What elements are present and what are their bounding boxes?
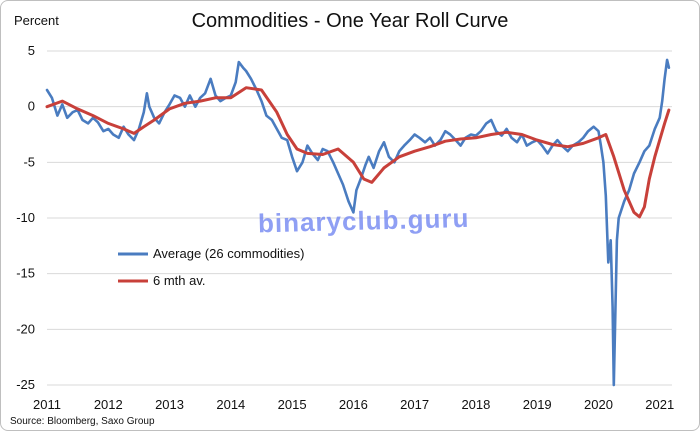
y-tick-labels: 5 0 -5 -10 -15 -20 -25 <box>16 43 35 392</box>
x-tick-label: 2016 <box>339 397 368 412</box>
x-tick-label: 2017 <box>400 397 429 412</box>
x-tick-label: 2019 <box>523 397 552 412</box>
series-lines <box>45 58 671 387</box>
legend: Average (26 commodities) 6 mth av. <box>118 246 305 288</box>
y-tick-label: 0 <box>28 99 35 114</box>
x-tick-label: 2011 <box>33 397 61 412</box>
y-tick-label: -10 <box>16 210 35 225</box>
gridlines <box>47 50 672 386</box>
x-tick-label: 2018 <box>461 397 490 412</box>
source-note: Source: Bloomberg, Saxo Group <box>10 416 155 427</box>
x-tick-label: 2014 <box>216 397 245 412</box>
chart-title: Commodities - One Year Roll Curve <box>192 10 509 32</box>
y-tick-label: -5 <box>23 154 35 169</box>
x-tick-label: 2013 <box>155 397 184 412</box>
y-tick-label: -20 <box>16 321 35 336</box>
legend-label-6mth: 6 mth av. <box>153 273 206 288</box>
x-tick-label: 2015 <box>278 397 307 412</box>
x-tick-labels: 2011 2012 2013 2014 2015 2016 2017 2018 2019 2020… <box>33 397 674 412</box>
x-tick-label: 2020 <box>584 397 613 412</box>
y-axis-label: Percent <box>14 13 59 28</box>
watermark-text: binaryclub.guru <box>258 203 470 239</box>
y-tick-label: -25 <box>16 377 35 392</box>
x-tick-label: 2012 <box>94 397 123 412</box>
x-tick-label: 2021 <box>645 397 674 412</box>
y-tick-label: 5 <box>28 43 35 58</box>
series-line-6mth-average <box>45 86 671 219</box>
legend-label-average: Average (26 commodities) <box>153 246 305 261</box>
y-tick-label: -15 <box>16 266 35 281</box>
